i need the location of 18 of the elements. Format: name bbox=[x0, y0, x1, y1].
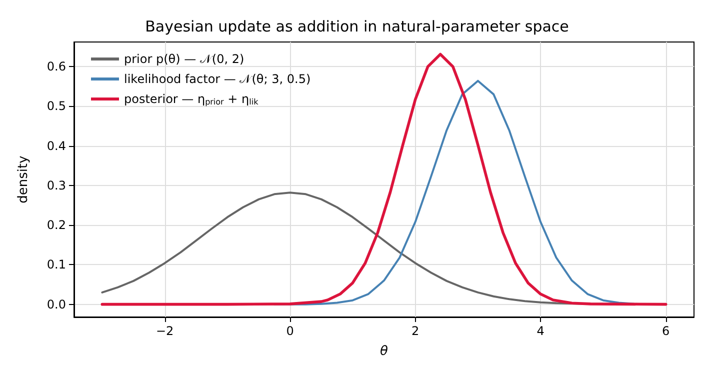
y-tick-label: 0.0 bbox=[46, 297, 66, 312]
y-tick-label: 0.2 bbox=[46, 218, 66, 232]
y-axis-title: density bbox=[16, 155, 31, 204]
chart-title: Bayesian update as addition in natural-parameter space bbox=[145, 18, 569, 36]
y-tick-label: 0.4 bbox=[46, 138, 66, 153]
y-tick-label: 0.6 bbox=[46, 60, 66, 74]
legend-label: prior p(θ) — 𝒩(0, 2) bbox=[124, 52, 244, 66]
y-tick-label: 0.3 bbox=[46, 178, 66, 192]
line-series bbox=[100, 52, 668, 306]
x-tick-label: 6 bbox=[662, 324, 670, 338]
x-tick-label: 4 bbox=[536, 324, 544, 338]
x-axis-title: θ bbox=[380, 344, 388, 359]
y-tick-label: 0.5 bbox=[46, 99, 66, 114]
x-tick-label: −2 bbox=[156, 324, 174, 338]
legend-label: likelihood factor — 𝒩(θ; 3, 0.5) bbox=[124, 72, 311, 86]
x-tick-label: 0 bbox=[286, 324, 294, 338]
y-tick-label: 0.1 bbox=[46, 258, 66, 272]
x-tick-label: 2 bbox=[411, 324, 420, 338]
